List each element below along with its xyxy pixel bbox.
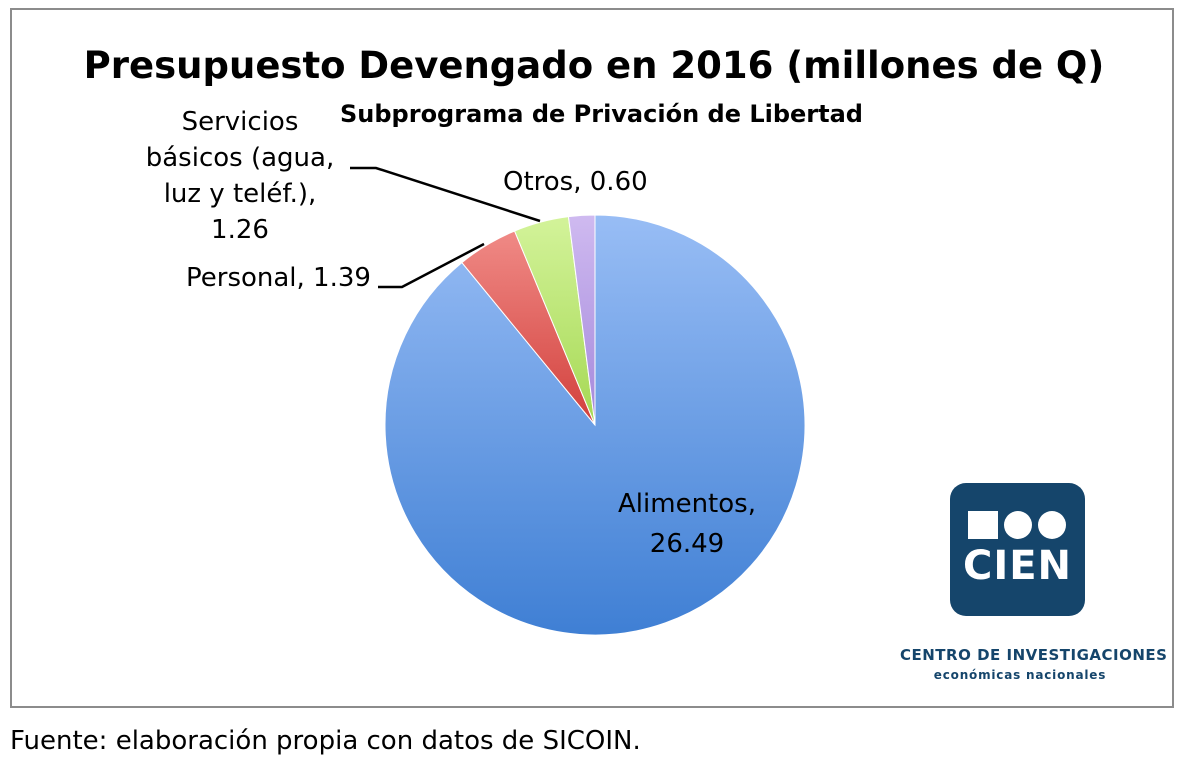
slice-label-alimentos-line1: Alimentos, <box>618 489 756 519</box>
chart-title: Presupuesto Devengado en 2016 (millones … <box>83 44 1105 87</box>
pie-slices <box>384 214 806 636</box>
slice-label-servicios-line3: luz y teléf.), <box>163 179 317 209</box>
slice-label-servicios-line1: Servicios <box>181 107 299 137</box>
pie-slice-otros <box>567 214 596 426</box>
slice-label-otros: Otros, 0.60 <box>503 167 648 197</box>
leader-line-personal <box>378 242 485 289</box>
org-name-line1: CENTRO DE INVESTIGACIONES <box>900 646 1168 664</box>
slice-label-servicios-line4: 1.26 <box>211 215 269 245</box>
leader-line-servicios <box>350 166 541 223</box>
slice-label-servicios-line2: básicos (agua, <box>145 143 335 173</box>
source-note: Fuente: elaboración propia con datos de … <box>10 726 641 756</box>
chart-subtitle: Subprograma de Privación de Libertad <box>340 100 863 128</box>
slice-label-servicios: Servicios básicos (agua, luz y teléf.), … <box>130 104 350 248</box>
slice-label-alimentos: Alimentos, 26.49 <box>612 484 762 564</box>
slice-label-personal: Personal, 1.39 <box>186 263 371 293</box>
logo-shapes-icon <box>968 511 1066 539</box>
logo-wordmark: CIEN <box>962 543 1073 589</box>
slice-label-alimentos-line2: 26.49 <box>649 529 725 559</box>
leader-lines <box>350 166 541 289</box>
cien-logo: CIEN <box>950 483 1085 616</box>
org-name-line2: económicas nacionales <box>933 668 1107 682</box>
